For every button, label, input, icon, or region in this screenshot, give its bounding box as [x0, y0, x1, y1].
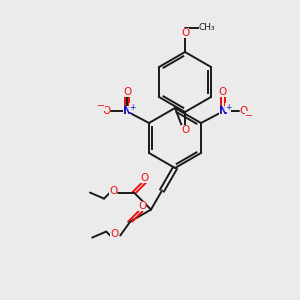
Text: O: O	[123, 87, 131, 97]
Text: CH₃: CH₃	[199, 23, 215, 32]
Text: O: O	[109, 186, 117, 196]
Text: O: O	[219, 87, 227, 97]
Text: O: O	[102, 106, 110, 116]
Text: O: O	[110, 229, 118, 238]
Text: −: −	[97, 101, 105, 111]
Text: O: O	[138, 201, 146, 211]
Text: +: +	[225, 103, 231, 112]
Text: O: O	[181, 28, 189, 38]
Text: O: O	[240, 106, 248, 116]
Text: O: O	[140, 172, 148, 183]
Text: O: O	[181, 125, 189, 135]
Text: N: N	[219, 106, 227, 116]
Text: +: +	[129, 103, 135, 112]
Text: −: −	[245, 111, 253, 121]
Text: N: N	[123, 106, 131, 116]
